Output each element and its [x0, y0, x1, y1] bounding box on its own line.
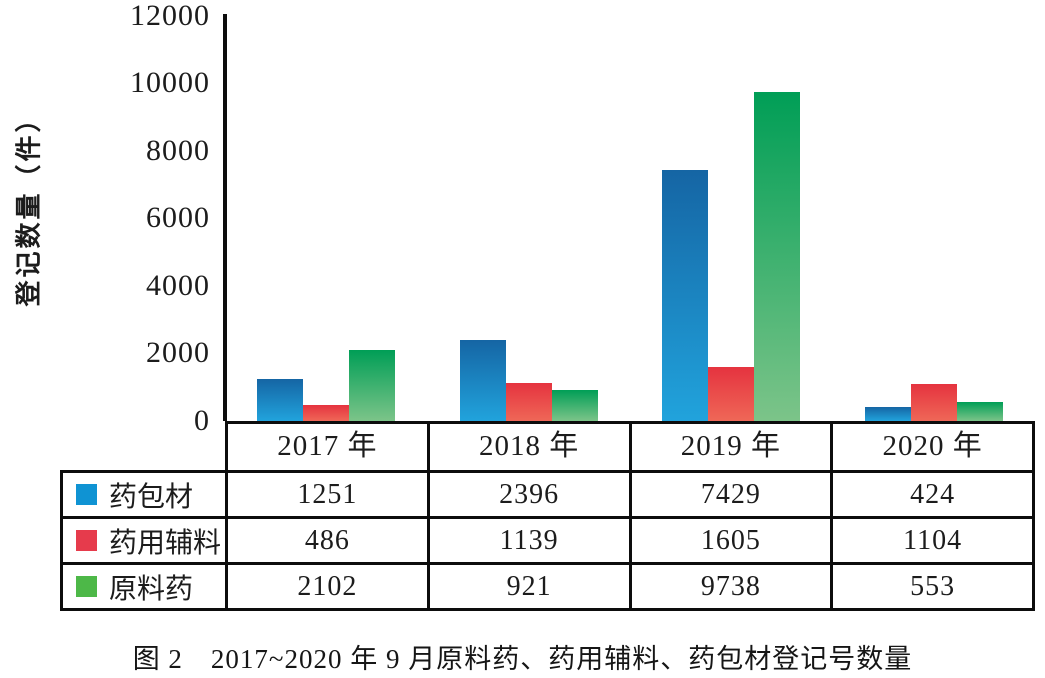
y-axis-line [223, 14, 227, 421]
value-yuanliaoyao-2019: 9738 [628, 565, 831, 608]
bar-原料药-2019年 [754, 92, 801, 421]
y-tick-8000: 8000 [146, 134, 210, 167]
bar-原料药-2020年 [956, 402, 1003, 421]
value-yaobaocai-2020: 424 [830, 473, 1032, 516]
bar-group-2020年 [864, 384, 1003, 421]
bar-原料药-2017年 [349, 350, 396, 421]
value-yaoyongfuliao-2020: 1104 [830, 519, 1032, 562]
bar-药用辅料-2019年 [708, 367, 755, 421]
value-yaoyongfuliao-2017: 486 [225, 519, 427, 562]
value-yaoyongfuliao-2018: 1139 [426, 519, 629, 562]
value-yuanliaoyao-2020: 553 [830, 565, 1032, 608]
bar-group-2019年 [662, 92, 801, 421]
table-row-yuanliaoyao: 原料药 2102 921 9738 553 [63, 562, 1032, 608]
bar-药包材-2019年 [662, 170, 709, 421]
data-table: 药包材 1251 2396 7429 424 药用辅料 486 1139 160… [60, 470, 1035, 611]
value-yaobaocai-2017: 1251 [225, 473, 427, 516]
bar-group-2017年 [257, 350, 396, 421]
legend-label: 药用辅料 [109, 527, 222, 559]
y-axis-title: 登记数量（件） [13, 103, 44, 307]
legend-label: 原料药 [109, 573, 194, 605]
legend-swatch-green-icon [76, 576, 97, 597]
bar-药用辅料-2017年 [303, 405, 350, 421]
value-yaoyongfuliao-2019: 1605 [628, 519, 831, 562]
bar-药用辅料-2018年 [505, 383, 552, 421]
year-header-2018: 2018 年 [426, 424, 629, 470]
year-header-2020: 2020 年 [830, 424, 1032, 470]
legend-cell-yaobaocai: 药包材 [63, 473, 225, 516]
legend-swatch-red-icon [76, 530, 97, 551]
legend-swatch-blue-icon [76, 484, 97, 505]
bar-药用辅料-2020年 [910, 384, 957, 421]
value-yuanliaoyao-2017: 2102 [225, 565, 427, 608]
legend-cell-yuanliaoyao: 原料药 [63, 565, 225, 608]
bar-药包材-2020年 [864, 407, 911, 421]
bar-药包材-2017年 [257, 379, 304, 421]
bar-group-2018年 [459, 340, 598, 421]
y-tick-10000: 10000 [130, 66, 210, 99]
value-yuanliaoyao-2018: 921 [426, 565, 629, 608]
y-tick-4000: 4000 [146, 269, 210, 302]
y-tick-2000: 2000 [146, 336, 210, 369]
year-header-2019: 2019 年 [628, 424, 831, 470]
figure-caption: 图 2 2017~2020 年 9 月原料药、药用辅料、药包材登记号数量 [132, 644, 913, 674]
table-row-fuliao: 药用辅料 486 1139 1605 1104 [63, 516, 1032, 562]
y-tick-12000: 12000 [130, 0, 210, 32]
value-yaobaocai-2019: 7429 [628, 473, 831, 516]
legend-cell-yaoyongfuliao: 药用辅料 [63, 519, 225, 562]
legend-label: 药包材 [109, 481, 194, 513]
bar-原料药-2018年 [551, 390, 598, 421]
plot-area [227, 16, 1035, 421]
y-tick-0: 0 [194, 404, 210, 437]
y-tick-6000: 6000 [146, 201, 210, 234]
bar-药包材-2018年 [459, 340, 506, 421]
year-header-row: 2017 年 2018 年 2019 年 2020 年 [225, 421, 1035, 470]
value-yaobaocai-2018: 2396 [426, 473, 629, 516]
year-header-2017: 2017 年 [277, 430, 378, 462]
table-row-baozhuang: 药包材 1251 2396 7429 424 [63, 473, 1032, 516]
